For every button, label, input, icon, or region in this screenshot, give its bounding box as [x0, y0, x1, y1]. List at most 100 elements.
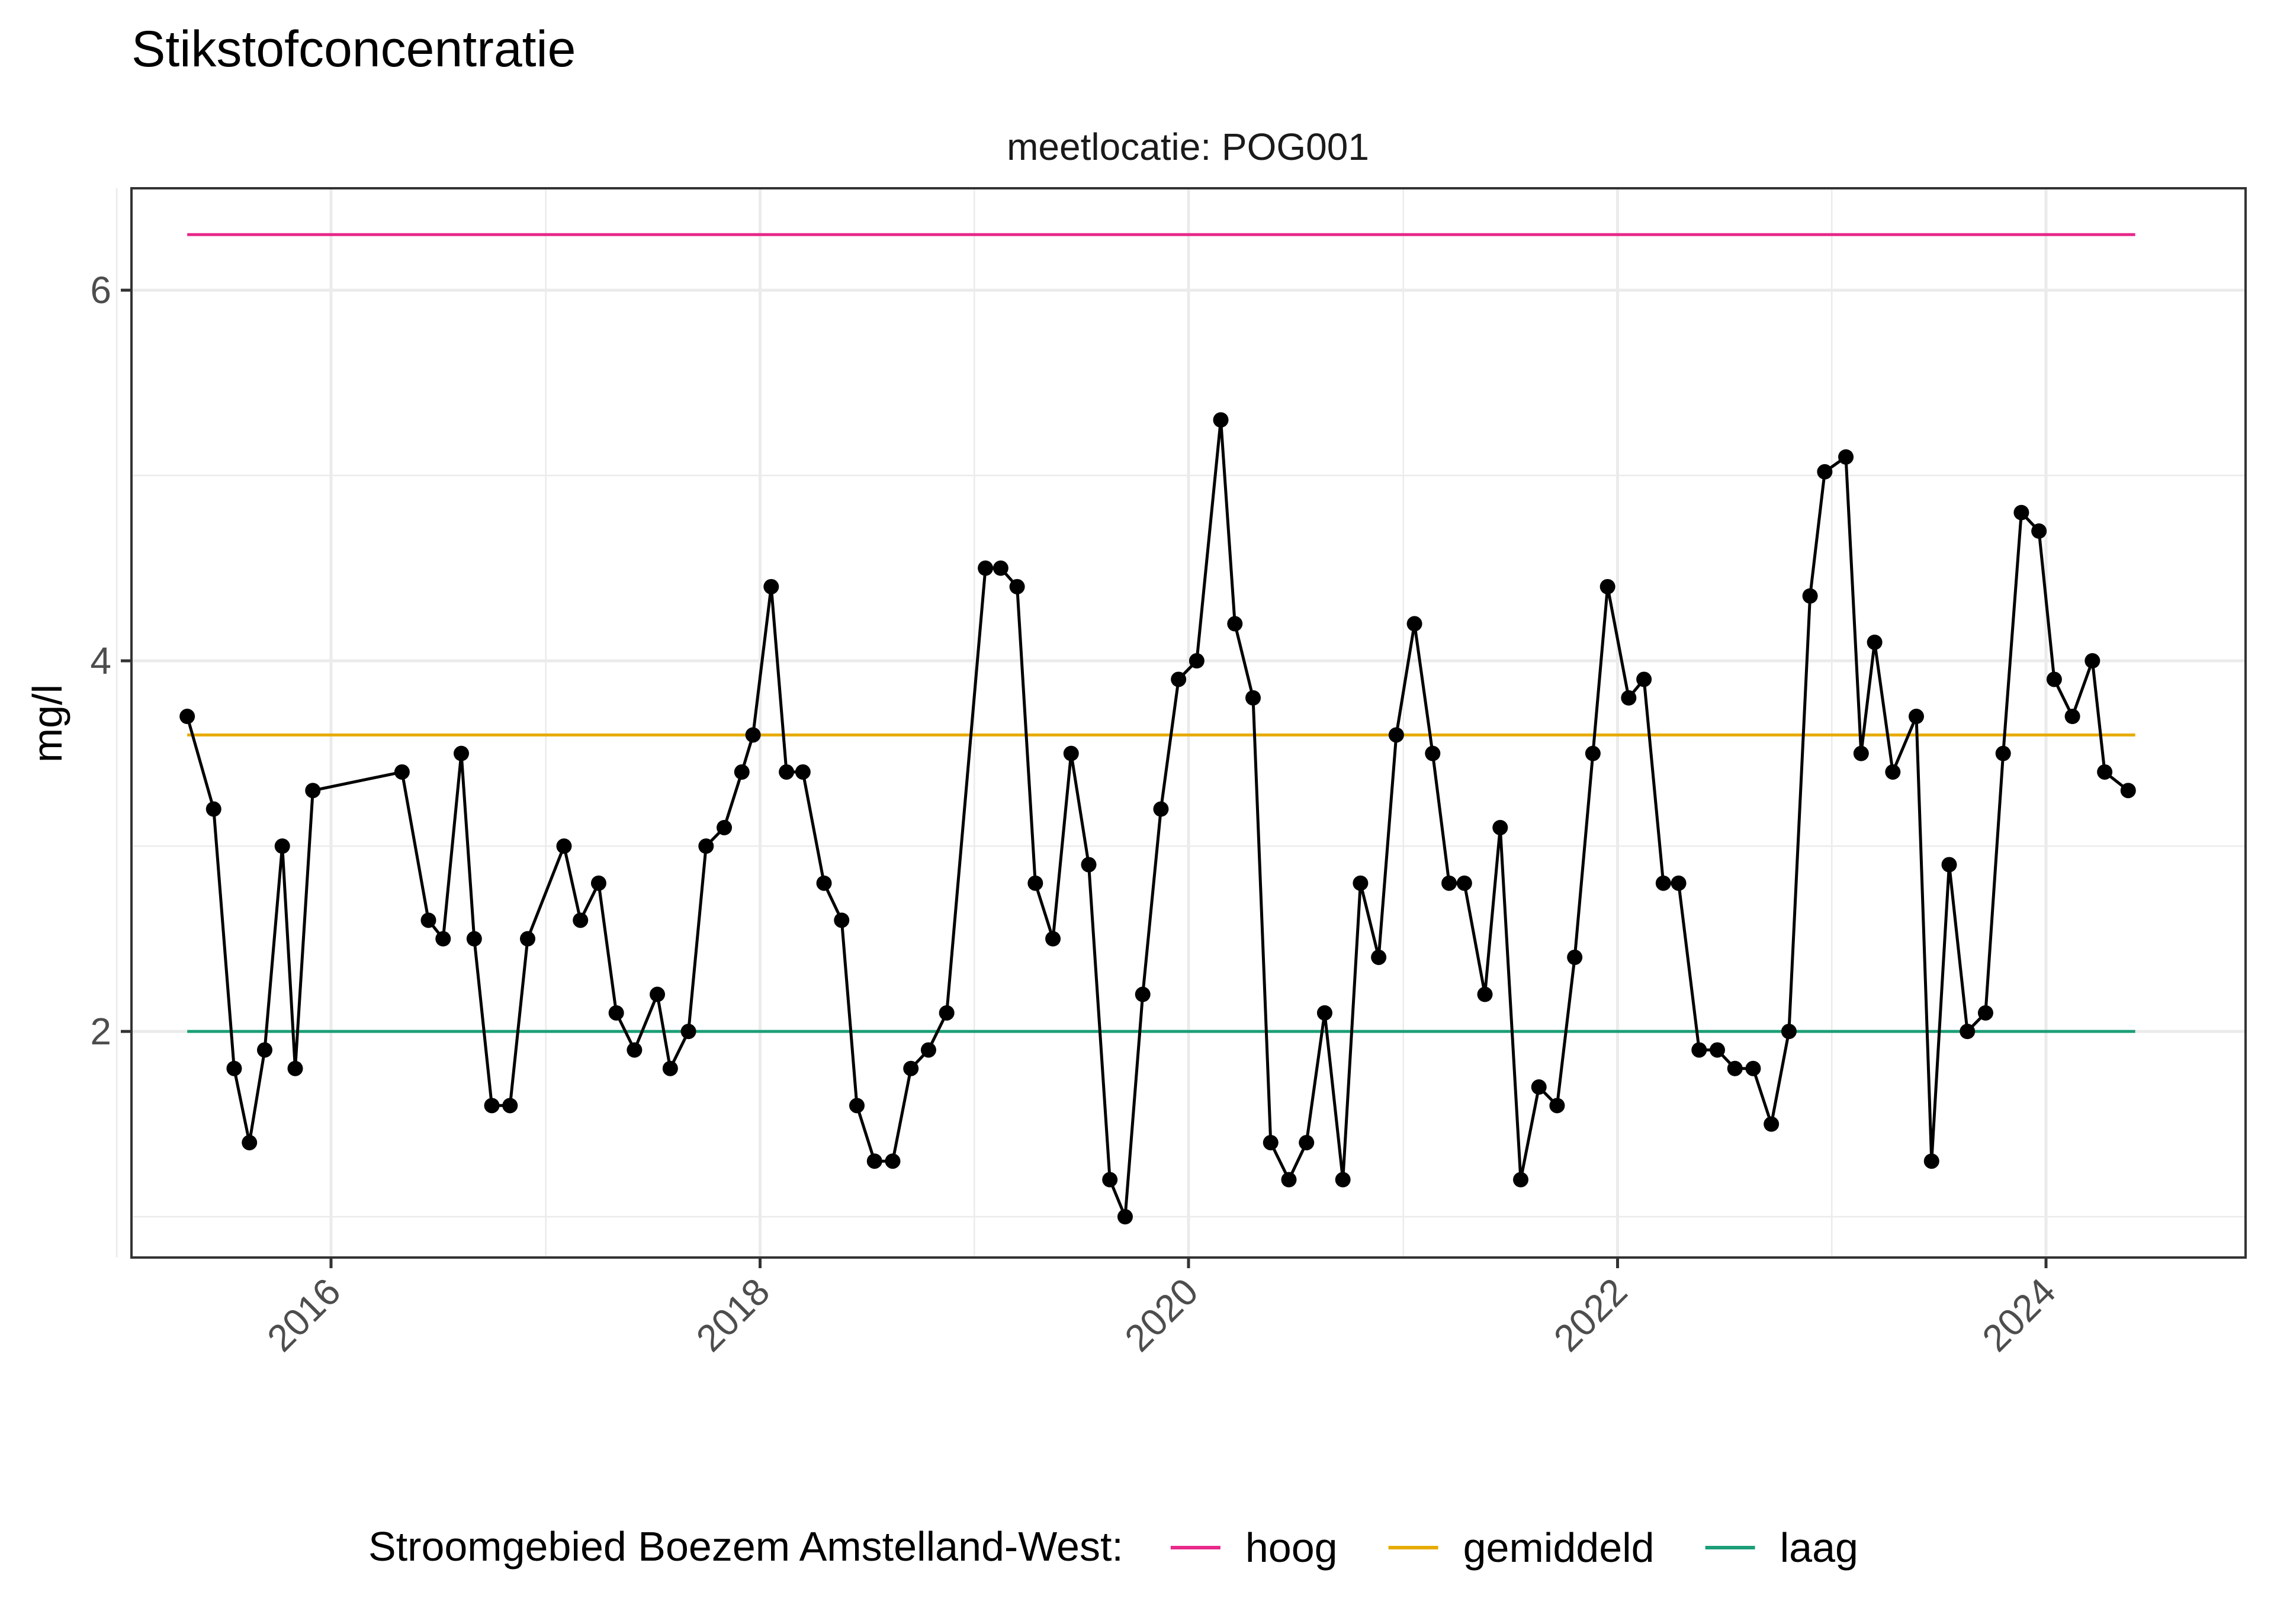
data-point — [1135, 986, 1151, 1002]
data-point — [779, 764, 795, 780]
data-point — [179, 709, 195, 725]
data-point — [1063, 745, 1079, 761]
data-point — [466, 931, 482, 947]
data-point — [556, 838, 572, 854]
data-point — [2031, 523, 2047, 539]
data-point — [1671, 875, 1687, 891]
reference-lines — [187, 233, 2135, 1033]
data-point — [903, 1060, 919, 1076]
data-point — [1941, 857, 1957, 873]
plot-panel — [115, 187, 2247, 1259]
data-point — [1213, 412, 1229, 428]
data-point — [1045, 931, 1061, 947]
data-point — [627, 1042, 643, 1058]
data-point — [2064, 709, 2080, 725]
x-tick-label: 2024 — [1974, 1270, 2064, 1360]
x-tick-label: 2020 — [1116, 1270, 1206, 1360]
data-point — [1316, 1005, 1332, 1021]
data-point — [1655, 875, 1671, 891]
data-point — [1960, 1024, 1976, 1040]
data-point — [680, 1024, 696, 1040]
data-point — [242, 1134, 258, 1150]
data-point — [1009, 578, 1025, 594]
data-point — [1117, 1209, 1133, 1225]
legend: Stroomgebied Boezem Amstelland-West: hoo… — [368, 1523, 1858, 1571]
data-point — [866, 1153, 882, 1169]
data-point — [274, 838, 290, 854]
y-tick-label: 2 — [90, 1010, 111, 1053]
data-point — [590, 875, 606, 891]
data-point — [834, 912, 850, 928]
y-axis-title: mg/l — [24, 684, 70, 763]
data-point — [717, 819, 733, 835]
legend-title: Stroomgebied Boezem Amstelland-West: — [368, 1523, 1123, 1570]
data-point — [2097, 764, 2113, 780]
data-point — [763, 578, 779, 594]
data-point — [1425, 745, 1441, 761]
data-point — [1388, 727, 1404, 743]
data-point — [2046, 671, 2062, 687]
data-point — [698, 838, 714, 854]
data-point — [226, 1060, 242, 1076]
data-point — [993, 560, 1008, 576]
data-point — [662, 1060, 678, 1076]
data-point — [1745, 1060, 1761, 1076]
data-point — [745, 727, 761, 743]
data-point — [1727, 1060, 1743, 1076]
data-point — [1781, 1024, 1797, 1040]
legend-label-laag: laag — [1780, 1525, 1858, 1571]
data-point — [1245, 690, 1261, 706]
data-point — [1171, 671, 1187, 687]
data-point — [920, 1042, 936, 1058]
data-point — [1585, 745, 1601, 761]
data-point — [256, 1042, 272, 1058]
data-point — [1299, 1134, 1315, 1150]
data-point — [1853, 745, 1869, 761]
data-point — [2120, 783, 2136, 799]
data-point — [435, 931, 451, 947]
data-point — [1531, 1079, 1547, 1095]
data-point — [1923, 1153, 1939, 1169]
y-axis: 2 4 6 — [90, 269, 131, 1053]
data-point — [2013, 504, 2029, 520]
data-point — [1977, 1005, 1993, 1021]
data-point — [734, 764, 750, 780]
data-point — [287, 1060, 303, 1076]
data-point — [939, 1005, 955, 1021]
x-tick-label: 2022 — [1546, 1270, 1636, 1360]
data-point — [394, 764, 410, 780]
series — [179, 412, 2136, 1225]
data-point — [1335, 1172, 1351, 1188]
data-point — [1995, 745, 2011, 761]
data-point — [1492, 819, 1508, 835]
data-point — [1227, 616, 1243, 632]
data-point — [1081, 857, 1097, 873]
data-point — [1406, 616, 1422, 632]
data-point — [608, 1005, 624, 1021]
y-tick-label: 4 — [90, 639, 111, 682]
data-point — [1353, 875, 1369, 891]
data-point — [1908, 709, 1924, 725]
data-point — [454, 745, 470, 761]
data-point — [1621, 690, 1637, 706]
data-point — [650, 986, 666, 1002]
data-point — [1691, 1042, 1707, 1058]
data-point — [1441, 875, 1457, 891]
data-point — [305, 783, 321, 799]
data-point — [1153, 801, 1169, 817]
x-axis: 2016 2018 2020 2022 2024 — [259, 1258, 2064, 1360]
facet-strip-label: meetlocatie: POG001 — [1007, 126, 1369, 168]
data-point — [1885, 764, 1901, 780]
legend-items: hoog gemiddeld laag — [1170, 1525, 1858, 1571]
data-point — [1817, 464, 1833, 480]
data-point — [502, 1098, 518, 1114]
data-point — [978, 560, 994, 576]
data-point — [420, 912, 436, 928]
data-point — [1636, 671, 1652, 687]
data-point — [1263, 1134, 1279, 1150]
chart-title: Stikstofconcentratie — [131, 21, 576, 78]
data-point — [1512, 1172, 1528, 1188]
data-point — [795, 764, 811, 780]
data-point — [1867, 634, 1883, 650]
